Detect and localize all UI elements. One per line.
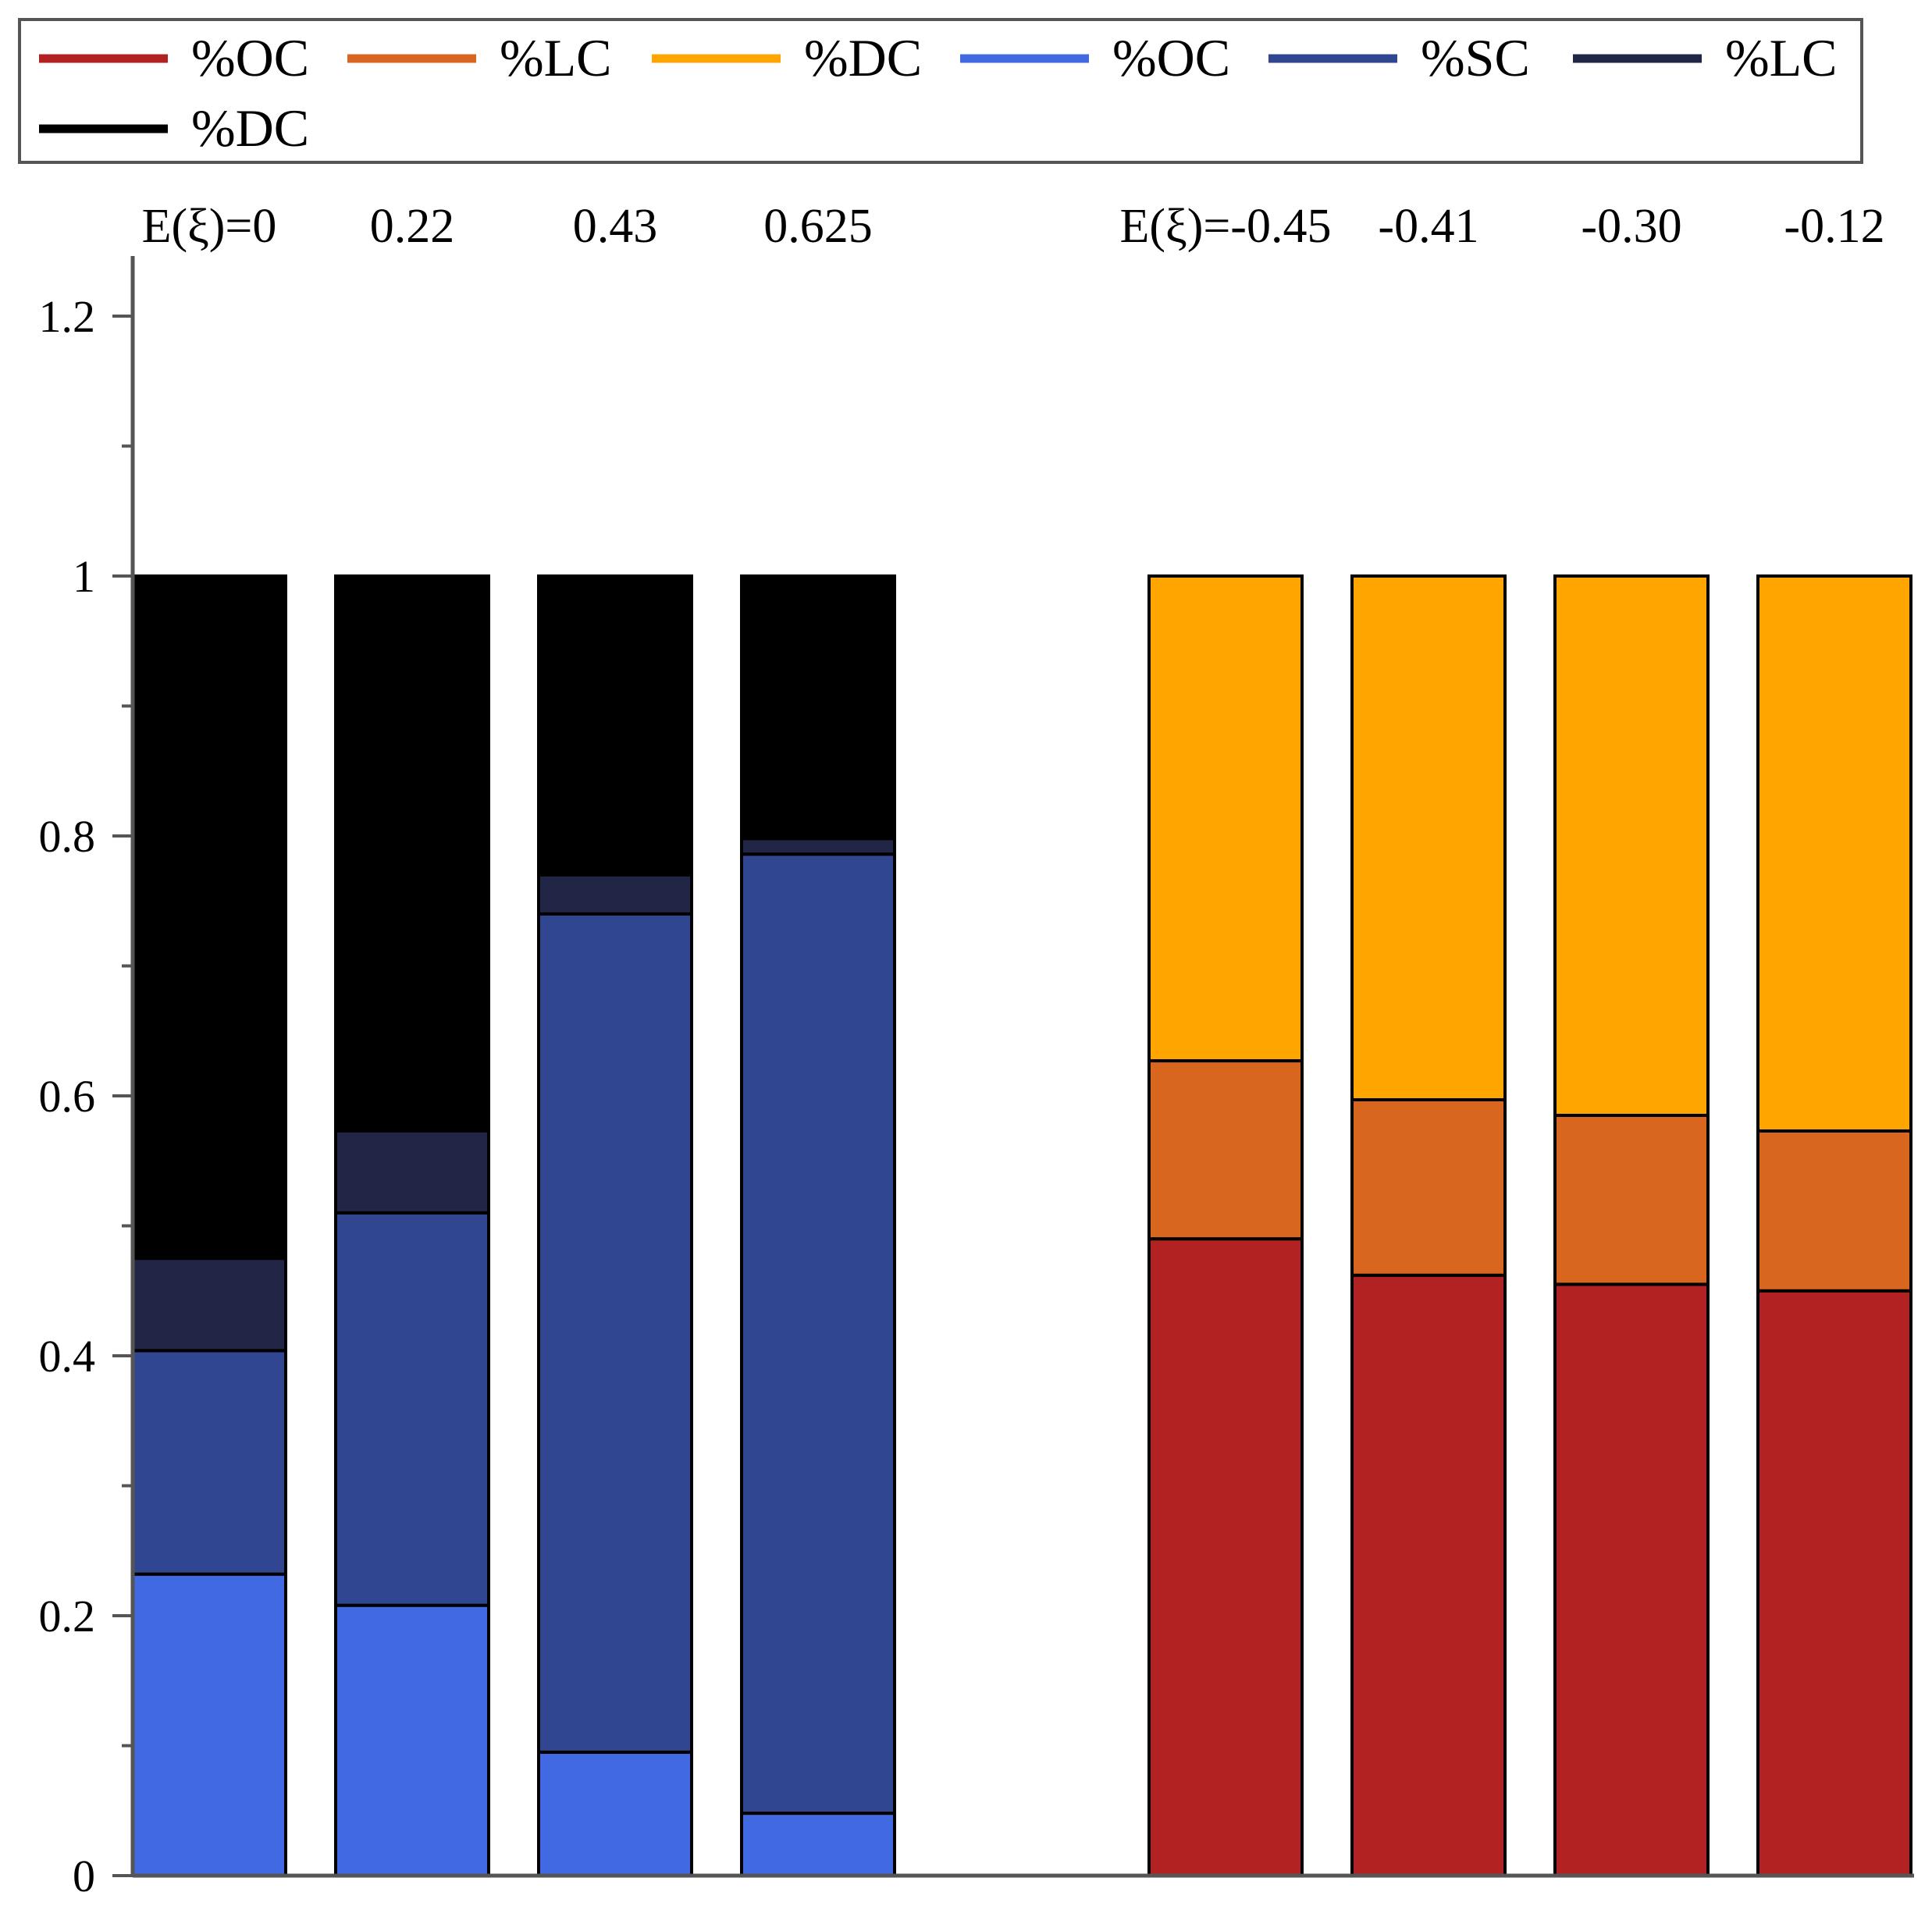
category-labels: E(ξ)=0 0.22 0.43 0.625 E(ξ)=-0.45 -0.41 -0.30 -… (142, 200, 1885, 253)
bar-stack (537, 574, 693, 1877)
y-tick-label: 0.8 (39, 811, 96, 862)
bar-segment-oc (131, 1572, 287, 1877)
bar-segment-lc (1553, 1113, 1710, 1286)
legend-label: %LC (1725, 28, 1838, 87)
legend-item: %DC (652, 28, 922, 87)
bar-segment-lc (1756, 1129, 1912, 1293)
legend-label: %OC (191, 28, 309, 87)
bar-segment-oc (1350, 1273, 1507, 1877)
legend-item: %LC (347, 28, 612, 87)
category-label: -0.41 (1378, 200, 1478, 253)
bar-segment-dc (1553, 574, 1710, 1117)
bar-stack (1350, 574, 1507, 1877)
legend-item: %DC (39, 98, 309, 158)
bar-segment-oc (740, 1812, 896, 1878)
legend-label: %SC (1421, 28, 1530, 87)
legend-item: %OC (960, 28, 1230, 87)
bar-stack (1756, 574, 1912, 1877)
bar-segment-oc (1553, 1282, 1710, 1878)
legend-box (18, 18, 1863, 164)
bar-segment-dc (131, 574, 287, 1261)
bar-segment-oc (1147, 1237, 1304, 1877)
bar-stack (1553, 574, 1710, 1878)
bar-segment-sc (537, 912, 693, 1754)
legend: %OC %LC %DC %OC %SC %LC %DC (18, 18, 1863, 164)
category-label: -0.30 (1581, 200, 1681, 253)
bar-segment-sc (740, 852, 896, 1816)
bars (131, 574, 1912, 1878)
legend-label: %OC (1112, 28, 1230, 87)
legend-label: %DC (191, 98, 309, 158)
bar-stack (131, 574, 287, 1877)
category-label: -0.12 (1784, 200, 1884, 253)
bar-segment-dc (537, 574, 693, 877)
bar-segment-lc (1147, 1059, 1304, 1241)
bar-segment-lc (1350, 1097, 1507, 1277)
category-label: 0.22 (370, 200, 455, 253)
bar-segment-lc (740, 837, 896, 856)
category-label: E(ξ)=-0.45 (1120, 200, 1332, 253)
bar-segment-oc (537, 1750, 693, 1877)
category-label: 0.625 (763, 200, 873, 253)
bar-segment-dc (1756, 574, 1912, 1133)
bar-segment-dc (334, 574, 490, 1133)
y-tick-label: 1 (73, 551, 95, 602)
y-tick-label: 1.2 (39, 291, 96, 342)
bar-stack (334, 574, 490, 1877)
bar-stack (740, 574, 896, 1878)
bar-segment-lc (334, 1129, 490, 1215)
legend-label: %LC (500, 28, 612, 87)
legend-item: %LC (1573, 28, 1838, 87)
bar-segment-sc (131, 1349, 287, 1576)
y-tick-label: 0.6 (39, 1071, 96, 1122)
category-label: E(ξ)=0 (142, 200, 277, 253)
bar-segment-lc (537, 873, 693, 916)
y-tick-label: 0 (73, 1851, 95, 1901)
bar-segment-dc (740, 574, 896, 841)
bar-segment-sc (334, 1211, 490, 1607)
bar-stack (1147, 574, 1304, 1877)
y-tick-label: 0.4 (39, 1331, 96, 1382)
bar-segment-dc (1147, 574, 1304, 1063)
bar-segment-dc (1350, 574, 1507, 1101)
y-tick-label: 0.2 (39, 1591, 96, 1641)
legend-label: %DC (804, 28, 922, 87)
bar-segment-oc (1756, 1289, 1912, 1877)
category-label: 0.43 (573, 200, 658, 253)
bar-segment-oc (334, 1603, 490, 1877)
axes: 0 0.2 0.4 0.6 0.8 1 1.2 (39, 256, 1914, 1901)
legend-item: %OC (39, 28, 309, 87)
legend-item: %SC (1268, 28, 1530, 87)
bar-segment-lc (131, 1257, 287, 1353)
